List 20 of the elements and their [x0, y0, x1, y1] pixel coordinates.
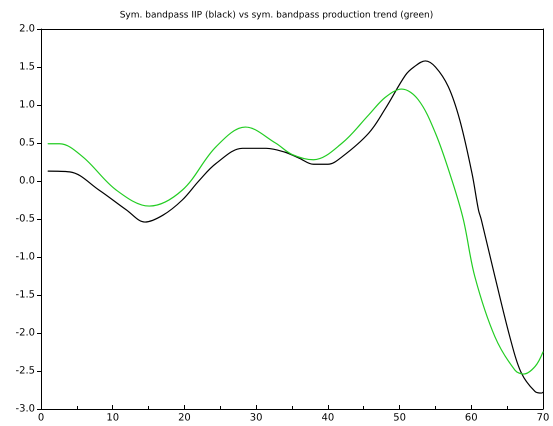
x-tick-label: 30 — [250, 412, 263, 424]
x-tick-label: 10 — [106, 412, 120, 424]
y-tick-label: 2.0 — [19, 24, 35, 34]
x-tick-label: 0 — [38, 412, 44, 424]
y-tick-label: -1.0 — [15, 252, 35, 262]
x-tick-label: 70 — [536, 412, 550, 424]
y-tick-label: -1.5 — [15, 290, 35, 300]
x-tick-label: 50 — [393, 412, 406, 424]
y-tick-label: -0.5 — [15, 214, 35, 224]
y-tick-label: -3.0 — [15, 404, 35, 414]
y-tick-label: 0.0 — [19, 176, 35, 186]
y-tick-label: 1.5 — [19, 62, 35, 72]
y-tick-label: -2.0 — [15, 328, 35, 338]
y-tick-label: -2.5 — [15, 366, 35, 376]
x-tick-label: 60 — [464, 412, 478, 424]
y-tick-label: 1.0 — [19, 100, 35, 110]
y-tick-label: 0.5 — [19, 138, 35, 148]
x-tick-label: 20 — [178, 412, 191, 424]
chart-title: Sym. bandpass IIP (black) vs sym. bandpass production trend (green) — [120, 10, 434, 20]
x-tick-label: 40 — [321, 412, 334, 424]
